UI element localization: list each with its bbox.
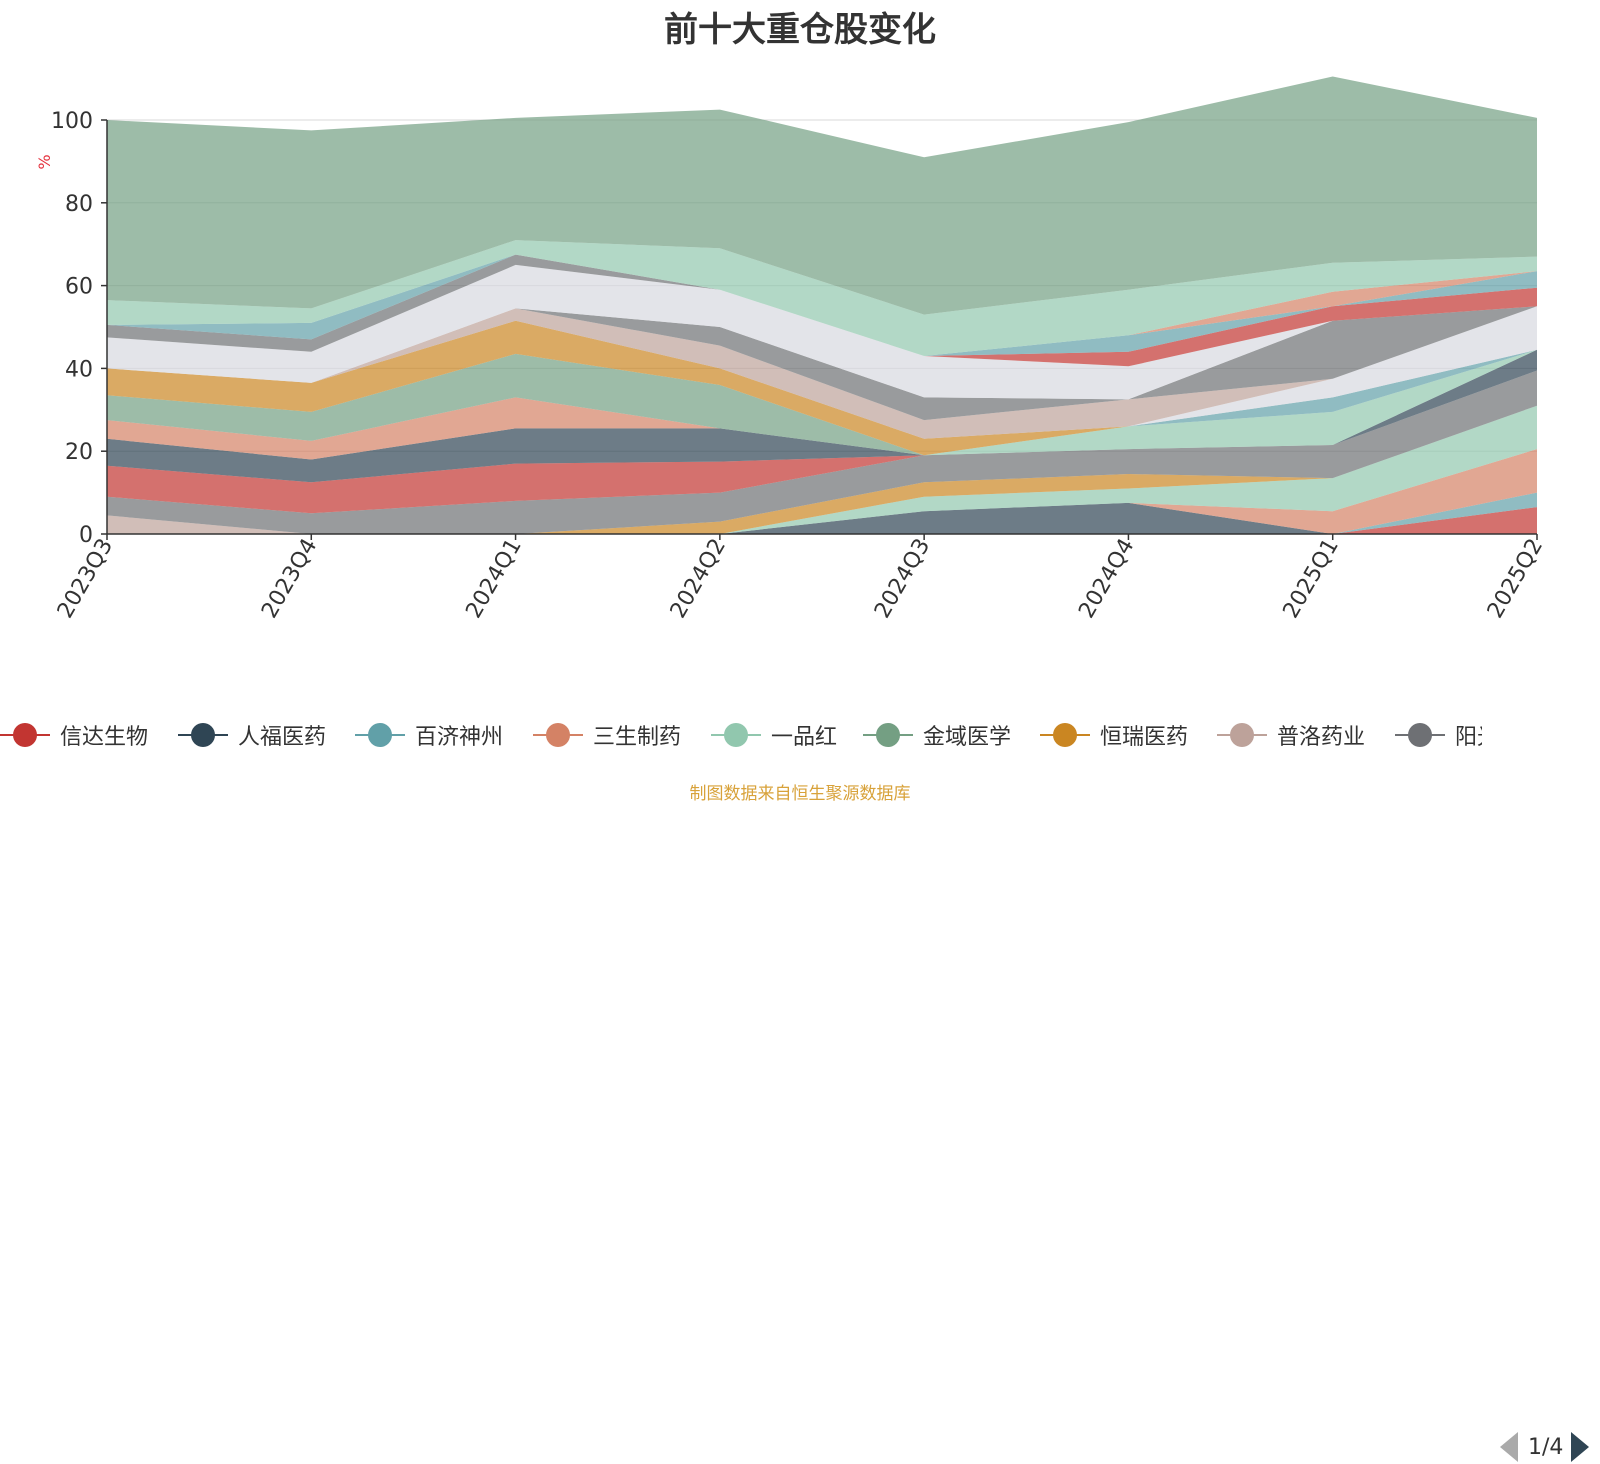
legend-page-indicator: 1/4 bbox=[1528, 1434, 1564, 1460]
legend-label: 三生制药 bbox=[593, 725, 682, 750]
axes bbox=[101, 119, 1538, 540]
y-tick-label: 20 bbox=[65, 440, 93, 465]
legend-circle-icon bbox=[533, 722, 583, 748]
legend-item[interactable]: 金域医学 bbox=[863, 713, 1011, 757]
x-axis-tick-labels: 2023Q3 2023Q4 2024Q1 2024Q2 2024Q3 2024Q4 2025… bbox=[53, 535, 1548, 623]
area-series-26[interactable] bbox=[107, 240, 1537, 356]
legend-item[interactable]: 百济神州 bbox=[355, 713, 503, 757]
area-series-21[interactable] bbox=[107, 264, 1537, 367]
legend-circle-icon bbox=[863, 722, 913, 748]
area-series-7[interactable] bbox=[107, 405, 1537, 534]
area-series-11[interactable] bbox=[107, 349, 1537, 483]
area-series-2[interactable] bbox=[107, 502, 1537, 534]
legend-label: 恒瑞医药 bbox=[1100, 725, 1189, 750]
legend-circle-icon bbox=[178, 722, 228, 748]
area-series-23[interactable] bbox=[107, 264, 1537, 356]
chart-title: 前十大重仓股变化 bbox=[664, 10, 936, 50]
legend-item[interactable]: 普洛药业 bbox=[1217, 713, 1365, 757]
area-series-5[interactable] bbox=[107, 405, 1537, 534]
area-series-14[interactable] bbox=[107, 349, 1537, 456]
y-tick-label: 0 bbox=[79, 523, 93, 548]
area-series-19[interactable] bbox=[107, 306, 1537, 421]
legend-label: 信达生物 bbox=[60, 725, 149, 750]
legend-label: 一品红 bbox=[771, 725, 838, 750]
legend-label: 金域医学 bbox=[923, 725, 1012, 750]
legend-items: 信达生物 人福医药 百济神州 三生制药 一品红 金域医学 恒瑞医药 普洛药业 阳光诺和 bbox=[0, 713, 1482, 757]
area-series-13[interactable] bbox=[107, 349, 1537, 456]
x-tick-label: 2025Q1 bbox=[1279, 535, 1344, 623]
y-axis-label: % bbox=[35, 154, 54, 169]
legend-prev-page-icon[interactable] bbox=[1500, 1432, 1518, 1462]
legend-circle-icon bbox=[1395, 722, 1445, 748]
legend-label: 百济神州 bbox=[415, 725, 504, 750]
area-series-12[interactable] bbox=[107, 349, 1537, 460]
area-series-10[interactable] bbox=[107, 370, 1537, 514]
legend-item[interactable]: 三生制药 bbox=[533, 713, 681, 757]
y-tick-label: 40 bbox=[65, 357, 93, 382]
area-series bbox=[107, 76, 1537, 535]
area-series-24[interactable] bbox=[107, 254, 1537, 356]
legend-circle-icon bbox=[1040, 722, 1090, 748]
legend-circle-icon bbox=[711, 722, 761, 748]
legend-item[interactable]: 恒瑞医药 bbox=[1040, 713, 1188, 757]
legend: 信达生物 人福医药 百济神州 三生制药 一品红 金域医学 恒瑞医药 普洛药业 阳光诺和 1/4 bbox=[0, 713, 1600, 1462]
x-tick-label: 2024Q2 bbox=[666, 535, 731, 623]
data-source-note: 制图数据来自恒生聚源数据库 bbox=[689, 784, 911, 804]
legend-next-page-icon[interactable] bbox=[1571, 1432, 1590, 1462]
legend-label: 阳光诺和 bbox=[1455, 725, 1482, 750]
x-tick-label: 2023Q4 bbox=[257, 535, 322, 623]
legend-item[interactable]: 人福医药 bbox=[178, 713, 326, 757]
legend-item[interactable]: 一品红 bbox=[711, 713, 837, 757]
legend-label: 普洛药业 bbox=[1277, 725, 1366, 750]
legend-label: 人福医药 bbox=[238, 725, 327, 750]
area-series-9[interactable] bbox=[107, 370, 1537, 535]
x-tick-label: 2024Q3 bbox=[870, 535, 935, 623]
area-series-1[interactable] bbox=[107, 507, 1537, 534]
legend-circle-icon bbox=[1217, 722, 1267, 748]
area-series-20[interactable] bbox=[107, 264, 1537, 400]
legend-item[interactable]: 信达生物 bbox=[0, 713, 148, 757]
area-series-15[interactable] bbox=[107, 320, 1537, 456]
x-tick-label: 2024Q4 bbox=[1074, 535, 1139, 623]
legend-pager: 1/4 bbox=[1500, 1430, 1600, 1464]
x-tick-label: 2024Q1 bbox=[461, 535, 526, 623]
area-series-18[interactable] bbox=[107, 306, 1537, 439]
y-tick-label: 100 bbox=[51, 109, 93, 134]
y-tick-label: 80 bbox=[65, 192, 93, 217]
legend-circle-icon bbox=[0, 722, 50, 748]
legend-item[interactable]: 阳光诺和 bbox=[1395, 713, 1482, 757]
area-series-25[interactable] bbox=[107, 254, 1537, 356]
area-series-27[interactable] bbox=[107, 76, 1537, 315]
y-tick-label: 60 bbox=[65, 275, 93, 300]
legend-circle-icon bbox=[355, 722, 405, 748]
y-axis-tick-labels: 0 20 40 60 80 100 bbox=[51, 109, 93, 548]
area-series-22[interactable] bbox=[107, 264, 1537, 356]
x-tick-label: 2025Q2 bbox=[1483, 535, 1548, 623]
